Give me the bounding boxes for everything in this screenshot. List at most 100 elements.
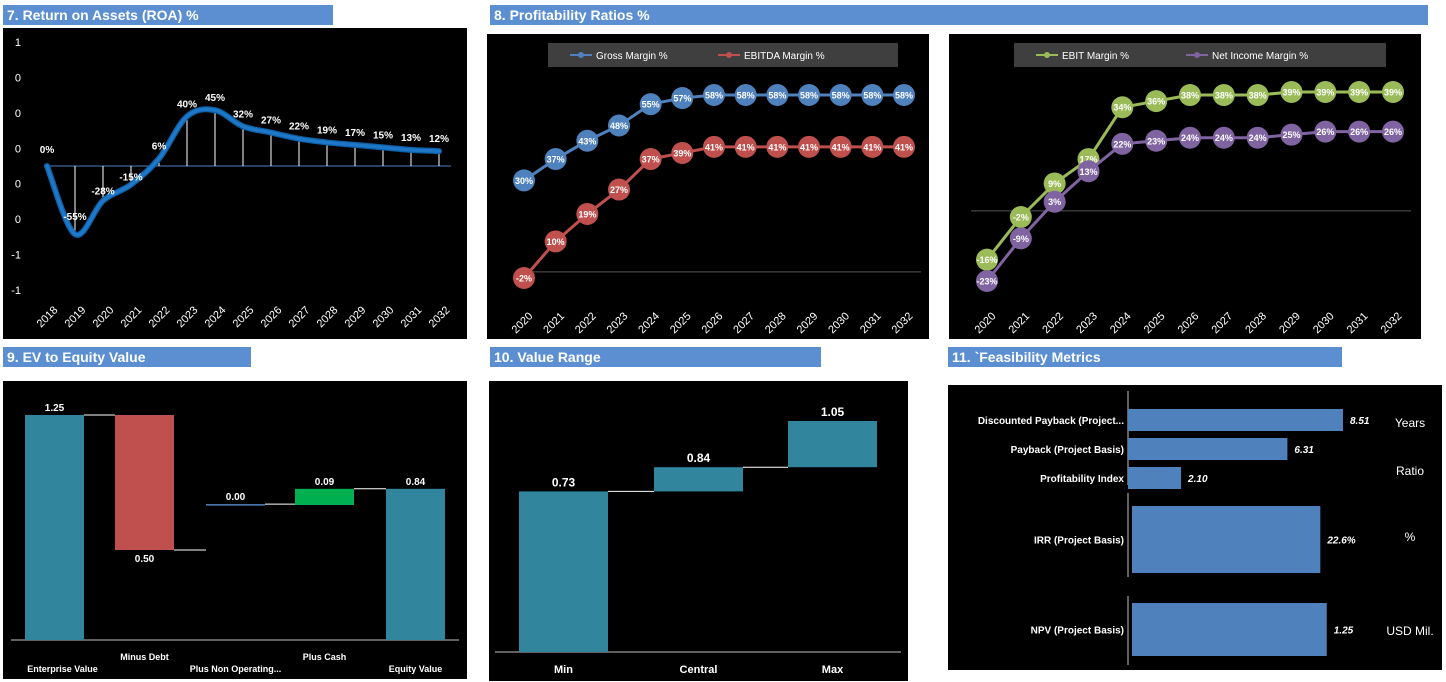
series-marker (1314, 81, 1337, 103)
x-tick-label: 2023 (1074, 310, 1100, 336)
x-tick-label: 2023 (175, 304, 201, 330)
x-tick-label: 2025 (1142, 310, 1168, 336)
x-tick-label: 2028 (763, 310, 789, 336)
x-tick-label: 2029 (1277, 310, 1303, 336)
series-marker (608, 178, 630, 201)
x-tick-label: 2023 (605, 310, 631, 336)
ev-equity-panel: 1.25 0.50 0.00 0.09 0.84 Enterprise Value Minu… (3, 381, 467, 679)
legend-marker (578, 52, 584, 58)
metric-bar (1128, 467, 1182, 489)
data-label: 36% (1147, 97, 1165, 107)
x-tick-label: 2021 (1006, 310, 1032, 336)
data-label: -15% (119, 173, 142, 184)
data-label: 58% (737, 91, 755, 101)
metric-label: Payback (Project Basis) (1011, 445, 1124, 456)
data-label: 22% (1113, 139, 1131, 149)
roa-header: 7. Return on Assets (ROA) % (3, 5, 333, 25)
series-marker (829, 135, 852, 158)
metric-label: Discounted Payback (Project... (978, 416, 1124, 427)
series-marker (639, 93, 662, 116)
legend-label: EBIT Margin % (1062, 51, 1129, 62)
metric-bar (1132, 603, 1327, 656)
series-marker (1043, 172, 1066, 195)
x-tick-label: 2021 (541, 310, 567, 336)
data-label: 40% (177, 99, 197, 110)
data-label: 0.50 (135, 554, 155, 565)
data-label: 24% (1249, 133, 1267, 143)
series-marker (1382, 81, 1404, 103)
category-label: Minus Debt (120, 652, 169, 662)
data-label: 10% (547, 237, 565, 247)
legend-label: EBITDA Margin % (744, 51, 825, 62)
x-tick-label: 2030 (1311, 310, 1337, 336)
x-tick-label: 2029 (343, 304, 369, 330)
series-marker (1348, 81, 1371, 103)
x-tick-label: 2024 (203, 304, 229, 330)
series-marker (1179, 126, 1201, 149)
x-tick-label: 2029 (795, 310, 821, 336)
value-range-chart: 0.73 0.84 1.05 Min Central Max (495, 405, 901, 676)
data-label: 19% (578, 209, 596, 219)
range-bar (788, 421, 877, 468)
ev-equity-chart: 1.25 0.50 0.00 0.09 0.84 Enterprise Value Minu… (11, 403, 459, 674)
data-label: 57% (673, 94, 691, 104)
data-label: 26% (1316, 127, 1334, 137)
x-tick-label: 2031 (399, 304, 425, 330)
series-marker (1348, 120, 1371, 143)
data-label: 39% (1282, 88, 1300, 98)
metric-label: Profitability Index (1040, 474, 1124, 485)
data-label: 15% (373, 130, 393, 141)
x-tick-label: 2030 (826, 310, 852, 336)
feasibility-header: 11. `Feasibility Metrics (948, 347, 1342, 367)
category-label: Enterprise Value (27, 664, 98, 674)
waterfall-bar (25, 415, 84, 640)
series-marker (734, 84, 757, 106)
range-bar (519, 491, 608, 652)
series-marker (893, 135, 915, 158)
data-label: 30% (515, 176, 533, 186)
metric-value-label: 8.51 (1350, 416, 1370, 427)
data-label: 3% (1048, 197, 1061, 207)
metric-value-label: 2.10 (1187, 474, 1208, 485)
x-tick-label: 2028 (1243, 310, 1269, 336)
metric-bar (1128, 409, 1343, 431)
data-label: 13% (1079, 167, 1097, 177)
series-marker (976, 248, 998, 271)
series-marker (1111, 96, 1134, 119)
series-marker (798, 135, 820, 158)
x-tick-label: 2019 (63, 304, 89, 330)
data-label: 12% (429, 134, 449, 145)
x-tick-label: 2024 (1108, 310, 1134, 336)
waterfall-bar (295, 488, 354, 505)
x-tick-label: 2022 (573, 310, 599, 336)
value-range-header: 10. Value Range (490, 347, 821, 367)
ev-equity-header: 9. EV to Equity Value (3, 347, 251, 367)
series-marker (734, 135, 757, 158)
roa-chart-panel: 1 0 0 0 0 0 -1 -1 0% -55% -28% -15% 6% 40% 45% 32% 27% 22… (3, 28, 467, 339)
x-tick-label: 2031 (858, 310, 884, 336)
legend-marker (1044, 52, 1050, 58)
metric-bar (1132, 506, 1321, 573)
data-label: -9% (1013, 234, 1029, 244)
data-label: 37% (642, 155, 660, 165)
series-marker (1111, 132, 1134, 155)
metric-value-label: 22.6% (1326, 536, 1355, 547)
data-label: 13% (401, 133, 421, 144)
profitability-header: 8. Profitability Ratios % (490, 5, 1428, 25)
data-label: 58% (705, 91, 723, 101)
data-label: -23% (976, 277, 997, 287)
data-label: 0.84 (687, 451, 711, 465)
series-marker (576, 202, 599, 225)
data-label: 17% (1079, 155, 1097, 165)
metric-label: IRR (Project Basis) (1034, 536, 1124, 547)
series-marker (1314, 120, 1337, 143)
x-tick-label: 2027 (731, 310, 757, 336)
data-label: 38% (1249, 91, 1267, 101)
metric-bar (1128, 438, 1288, 460)
category-label: Central (680, 664, 718, 676)
x-tick-label: 2020 (510, 310, 536, 336)
profitability-b-panel: EBIT Margin % Net Income Margin % -16% -2% 9… (949, 34, 1421, 339)
metric-label: NPV (Project Basis) (1031, 626, 1124, 637)
legend-marker (726, 52, 732, 58)
x-tick-label: 2027 (1209, 310, 1235, 336)
